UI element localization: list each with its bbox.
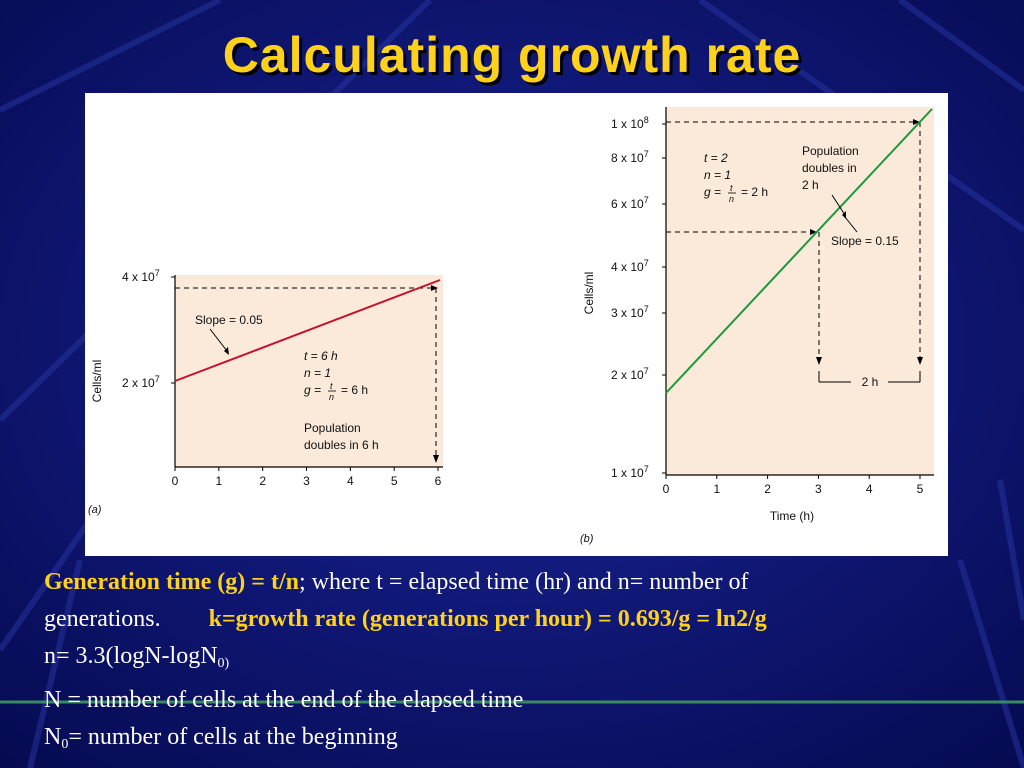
g-formula-b: g = t n = 2 h	[704, 183, 768, 204]
x-b-tick-label-4: 4	[866, 482, 873, 496]
x-b-tick-label-5: 5	[917, 482, 924, 496]
chart-b: 1 x 108 8 x 107 6 x 107 4 x 107 3 x 107 …	[580, 107, 934, 545]
panel-label-b: (b)	[580, 533, 594, 545]
x-label-b: Time (h)	[770, 509, 814, 523]
x-ticks-a: 0 1 2 3 4 5 6	[172, 467, 442, 488]
x-ticks-b: 0 1 2 3 4 5	[663, 475, 924, 496]
figure-panel: 4 x 107 2 x 107 Cells/ml 0 1 2 3 4 5 6 (a) Slo…	[85, 93, 948, 556]
x-a-tick-label-0: 0	[172, 474, 179, 488]
plot-area-a	[175, 275, 443, 467]
generation-time-formula: Generation time (g) = t/n	[44, 569, 299, 595]
y-tick-a-2e7: 2 x 107	[122, 374, 160, 390]
y-label-b: Cells/ml	[582, 272, 596, 315]
text-line-3: n= 3.3(logN-logN0)	[44, 643, 230, 671]
x-b-tick-label-2: 2	[764, 482, 771, 496]
slide-title: Calculating growth rate	[222, 27, 802, 83]
svg-text:= 6 h: = 6 h	[341, 383, 368, 397]
n-label-a: n = 1	[304, 366, 331, 380]
svg-text:3 x 107: 3 x 107	[611, 304, 649, 320]
svg-text:n: n	[729, 194, 734, 204]
svg-text:6 x 107: 6 x 107	[611, 195, 649, 211]
doubles-label-b-1: Population	[802, 144, 859, 158]
y-label-a: Cells/ml	[90, 360, 104, 403]
svg-text:2 h: 2 h	[862, 375, 879, 389]
y-tick-a-4e7: 4 x 107	[122, 268, 160, 284]
growth-rate-formula: k=growth rate (generations per hour) = 0…	[208, 606, 767, 632]
series-line-a	[174, 279, 441, 382]
x-a-tick-label-4: 4	[347, 474, 354, 488]
doubles-label-b-3: 2 h	[802, 178, 819, 192]
generation-time-desc: ; where t = elapsed time (hr) and n= num…	[298, 569, 749, 595]
svg-text:n: n	[329, 392, 334, 402]
svg-text:g =: g =	[304, 383, 321, 397]
x-a-tick-label-5: 5	[391, 474, 398, 488]
text-line-2: generations. k=growth rate (generations p…	[44, 601, 994, 638]
n-label-b: n = 1	[704, 168, 731, 182]
t-label-a: t = 6 h	[304, 349, 338, 363]
slope-label-b: Slope = 0.15	[831, 234, 899, 248]
doubles-label-a-2: doubles in 6 h	[304, 438, 379, 452]
chart-a: 4 x 107 2 x 107 Cells/ml 0 1 2 3 4 5 6 (a) Slo…	[88, 268, 443, 516]
svg-text:1 x 107: 1 x 107	[611, 464, 649, 480]
svg-text:t: t	[730, 183, 733, 193]
x-a-tick-label-2: 2	[259, 474, 266, 488]
x-b-tick-label-0: 0	[663, 482, 670, 496]
svg-text:g =: g =	[704, 185, 721, 199]
interval-bracket-b: 2 h	[818, 371, 921, 389]
x-a-tick-label-3: 3	[303, 474, 310, 488]
doubles-label-b-2: doubles in	[802, 161, 857, 175]
body-text: Generation time (g) = t/n; where t = ela…	[44, 564, 994, 763]
svg-text:8 x 107: 8 x 107	[611, 149, 649, 165]
g-formula-a: g = t n = 6 h	[304, 381, 368, 402]
svg-text:4 x 107: 4 x 107	[611, 258, 649, 274]
generations-word: generations.	[44, 606, 161, 632]
x-b-tick-label-3: 3	[815, 482, 822, 496]
svg-text:t: t	[330, 381, 333, 391]
svg-text:= 2 h: = 2 h	[741, 185, 768, 199]
t-label-b: t = 2	[704, 151, 728, 165]
text-line-5: N0= number of cells at the beginning	[44, 724, 398, 752]
text-line-1: Generation time (g) = t/n; where t = ela…	[44, 564, 994, 601]
text-line-4: N = number of cells at the end of the el…	[44, 687, 524, 713]
slope-label-a: Slope = 0.05	[195, 313, 263, 327]
x-b-tick-label-1: 1	[713, 482, 720, 496]
panel-label-a: (a)	[88, 504, 102, 516]
x-a-tick-label-1: 1	[215, 474, 222, 488]
y-ticks-b: 1 x 108 8 x 107 6 x 107 4 x 107 3 x 107 …	[611, 115, 666, 480]
svg-text:1 x 108: 1 x 108	[611, 115, 649, 131]
series-line-b	[665, 108, 933, 394]
x-a-tick-label-6: 6	[435, 474, 442, 488]
plot-area-b	[666, 107, 934, 475]
svg-text:2 x 107: 2 x 107	[611, 366, 649, 382]
doubles-label-a-1: Population	[304, 421, 361, 435]
